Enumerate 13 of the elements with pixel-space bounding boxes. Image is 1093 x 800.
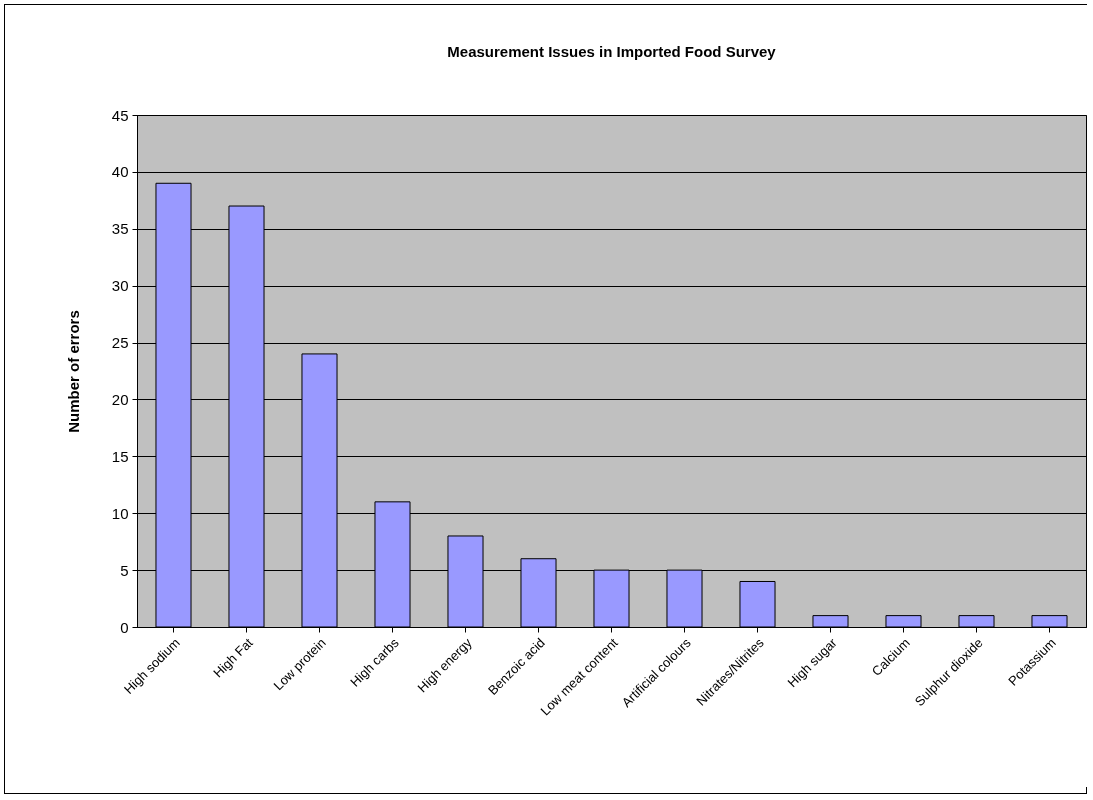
y-tick-label: 35 bbox=[111, 220, 129, 238]
x-tick-label: High Fat bbox=[210, 634, 256, 681]
y-tick-label: 15 bbox=[111, 447, 129, 465]
y-axis-title: Number of errors bbox=[64, 310, 82, 433]
y-tick-label: 0 bbox=[120, 618, 129, 636]
y-tick-label: 45 bbox=[111, 106, 129, 124]
y-tick-label: 30 bbox=[111, 277, 129, 295]
y-tick-label: 25 bbox=[111, 334, 129, 352]
y-tick-label: 20 bbox=[111, 390, 129, 408]
y-tick-label: 10 bbox=[111, 504, 129, 522]
y-tick-label: 40 bbox=[111, 163, 129, 181]
y-tick-label: 5 bbox=[120, 561, 129, 579]
chart-title: Measurement Issues in Imported Food Survey bbox=[447, 43, 777, 60]
